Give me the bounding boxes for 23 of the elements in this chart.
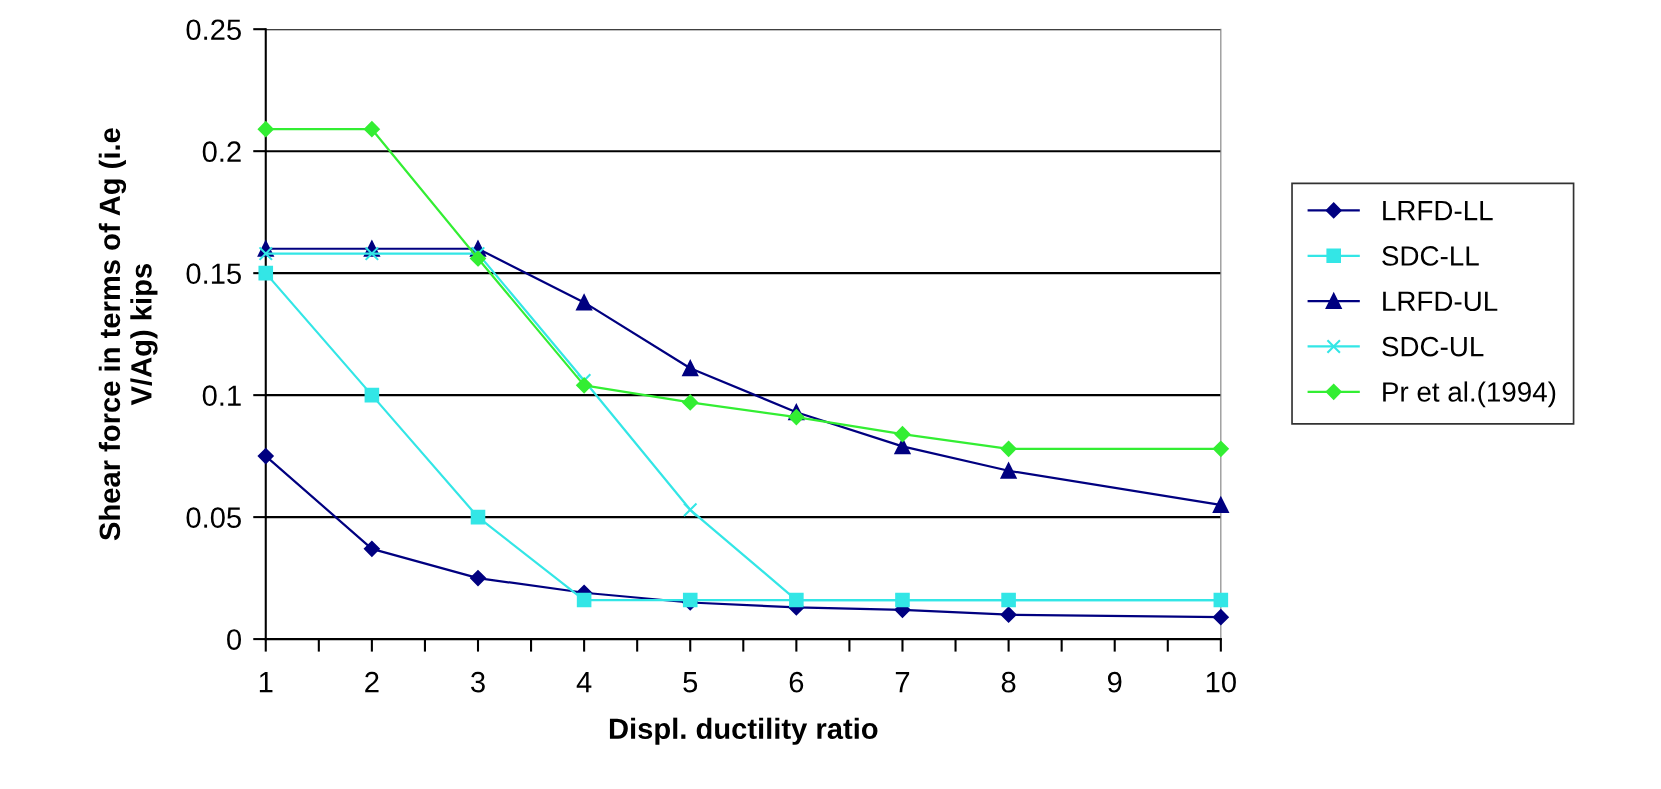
legend-label: LRFD-LL [1383,201,1493,221]
y-tick-label: 0.2 [202,141,241,163]
y-axis-title: Shear force in terms of Ag (i.e V/Ag) kips [98,128,158,541]
x-tick-label: 6 [789,671,804,693]
legend-label: SDC-LL [1382,246,1479,266]
legend-label: LRFD-UL [1383,291,1498,312]
y-tick-label: 0.25 [186,19,241,41]
legend-label: Pr et al.(1994) [1383,381,1556,408]
x-tick-label: 1 [259,672,273,693]
x-tick-label: 2 [365,671,379,693]
x-tick-label: 5 [683,672,698,693]
x-tick-label: 3 [471,671,485,693]
x-tick-label: 8 [1001,671,1016,693]
y-tick-label: 0.05 [186,507,241,528]
x-tick-label: 4 [576,672,592,693]
x-axis-title: Displ. ductility ratio [609,717,878,745]
y-tick-label: 0.15 [186,263,241,285]
x-tick-label: 10 [1206,671,1236,693]
y-tick-label: 0.1 [202,385,241,406]
y-tick-label: 0 [227,629,242,650]
legend-label: SDC-UL [1382,336,1484,357]
x-tick-label: 7 [895,672,910,693]
x-tick-label: 9 [1107,671,1122,693]
